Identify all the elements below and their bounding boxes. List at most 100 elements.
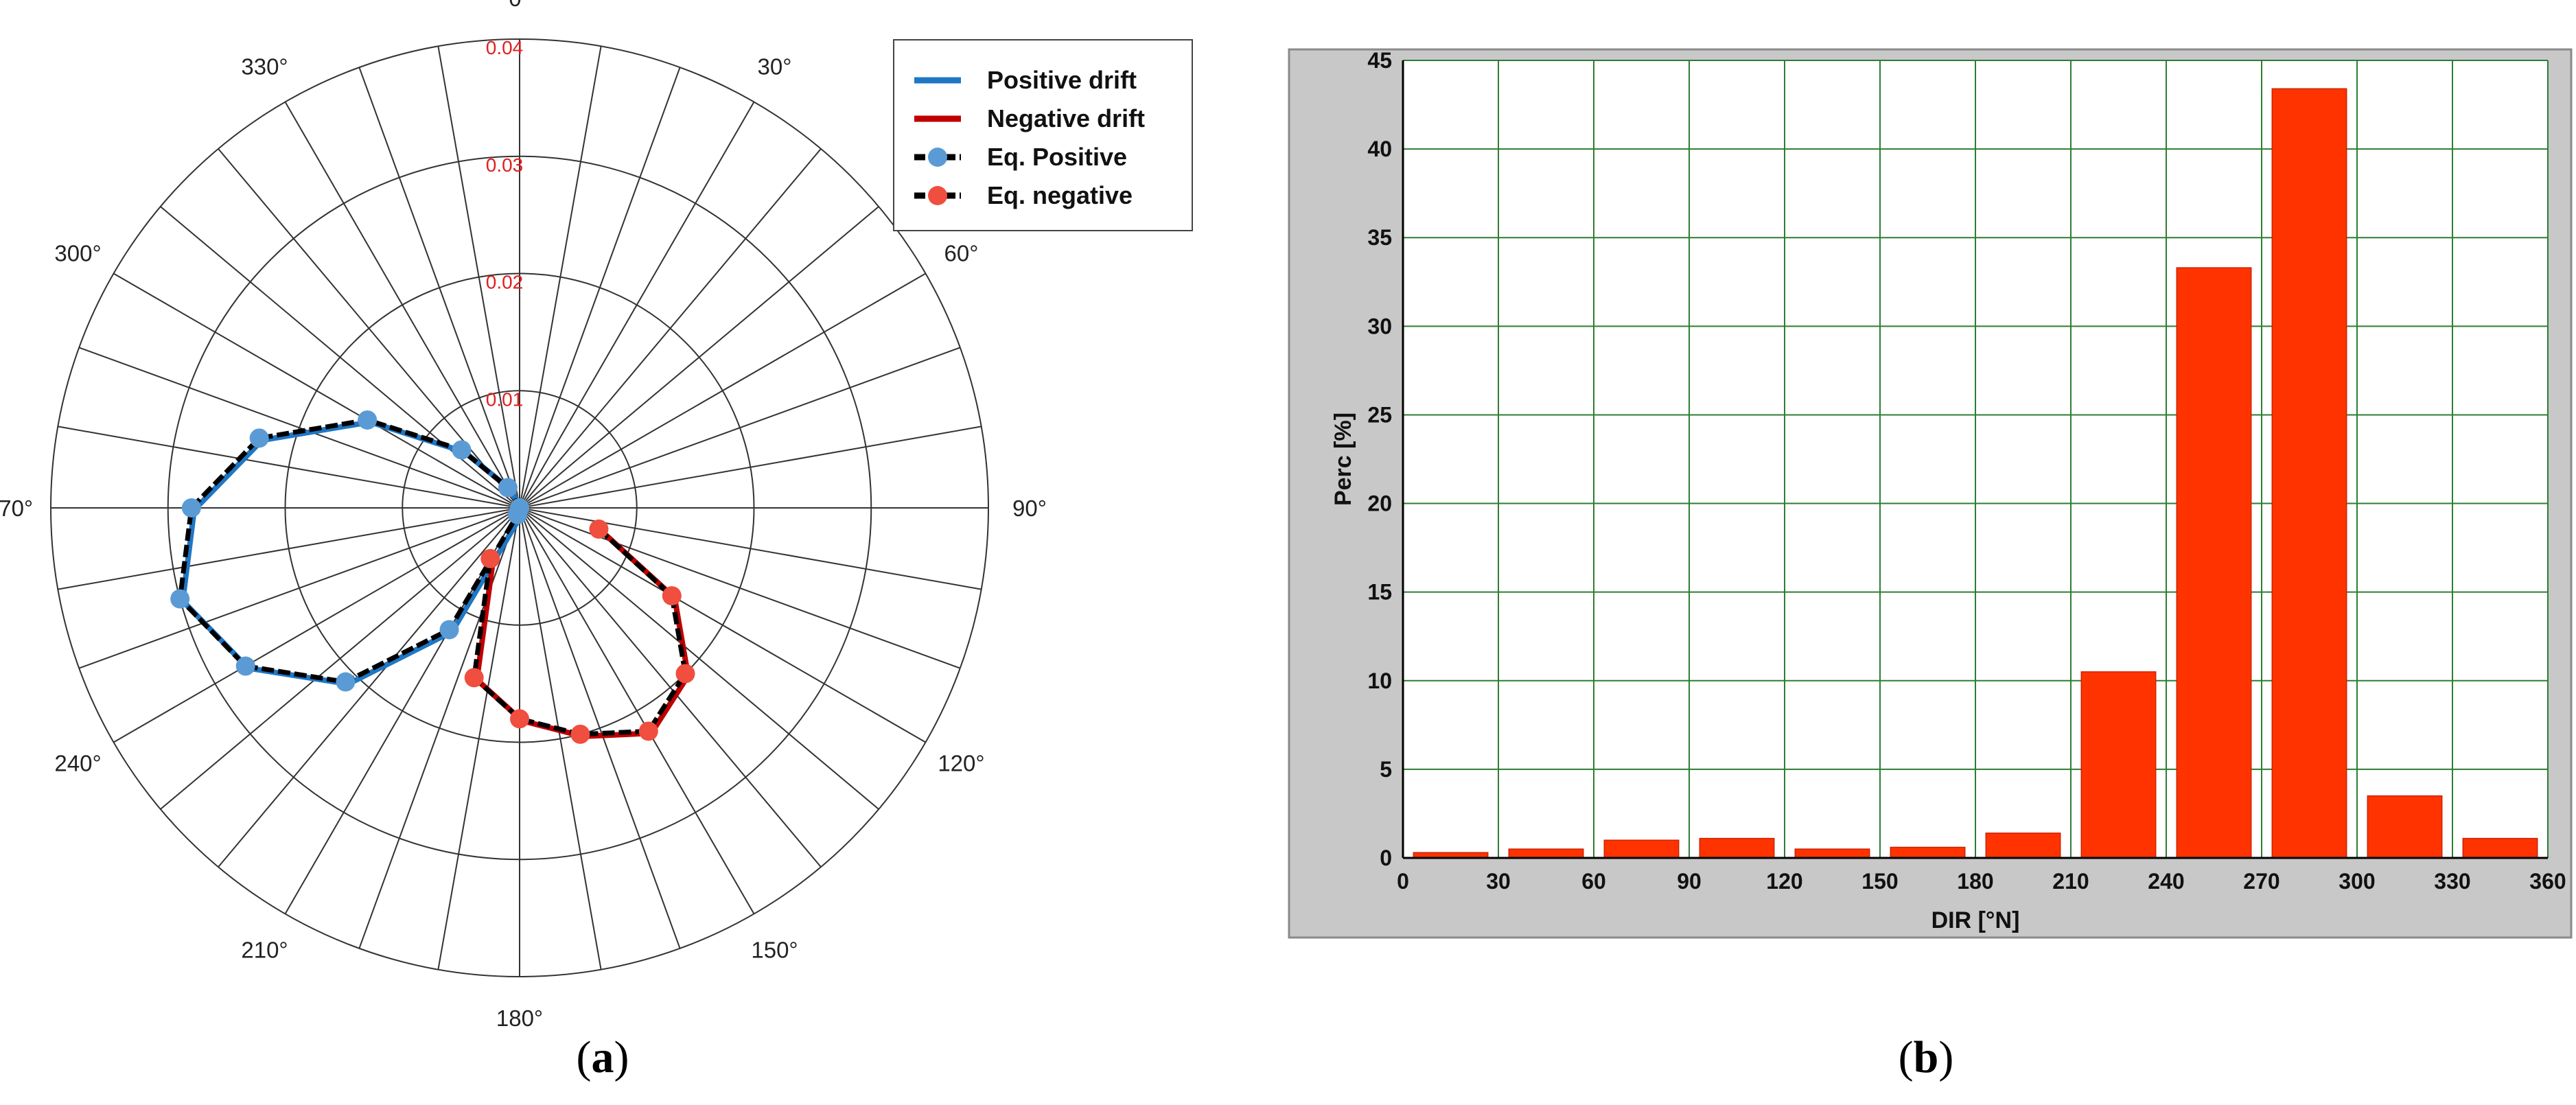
polar-radial-tick: 0.04	[486, 37, 524, 58]
bar	[1699, 837, 1775, 859]
polar-spoke	[58, 507, 520, 590]
bar-y-tick: 30	[1367, 314, 1392, 338]
polar-series-marker	[235, 656, 255, 676]
polar-spoke	[78, 347, 520, 509]
polar-spoke	[519, 102, 755, 509]
bar	[2080, 671, 2157, 859]
bar-x-tick: 60	[1581, 869, 1606, 894]
caption-b-letter: b	[1914, 1032, 1939, 1082]
polar-spoke	[218, 507, 520, 868]
bar	[2367, 795, 2443, 859]
polar-angle-label: 120°	[938, 751, 984, 776]
polar-series-marker	[510, 709, 529, 729]
bar	[1890, 846, 1966, 859]
polar-spoke	[519, 507, 822, 868]
polar-spoke	[519, 46, 602, 509]
polar-spoke	[519, 426, 982, 509]
bar-x-tick: 270	[2243, 869, 2279, 894]
polar-spoke	[358, 507, 520, 949]
legend-swatch-marker	[928, 186, 947, 205]
polar-angle-label: 210°	[241, 937, 288, 962]
polar-chart: 0.01 0.02 0.03 0.04 0° 30° 60° 90° 120° 150° 180° 2…	[0, 0, 1047, 1031]
polar-spoke	[58, 426, 520, 509]
polar-spoke	[519, 507, 681, 949]
bar-y-tick: 40	[1367, 137, 1392, 161]
bar-y-axis-title: Perc [%]	[1330, 412, 1356, 506]
bar	[1985, 833, 2061, 859]
polar-series-marker	[662, 586, 682, 606]
bar	[1603, 839, 1680, 859]
bar-x-tick: 240	[2148, 869, 2184, 894]
bar-y-tick: 20	[1367, 491, 1392, 516]
legend-label: Eq. negative	[987, 181, 1133, 209]
polar-spoke	[113, 507, 520, 743]
polar-spoke	[218, 148, 520, 509]
polar-spoke	[519, 347, 961, 509]
caption-a-letter: a	[592, 1032, 614, 1082]
bar-y-tick: 15	[1367, 580, 1392, 605]
bar-x-axis-title: DIR [°N]	[1931, 907, 2020, 933]
bar-x-tick: 300	[2339, 869, 2375, 894]
bar-x-tick: 30	[1486, 869, 1511, 894]
polar-spoke	[358, 67, 520, 509]
polar-series-marker	[181, 498, 201, 517]
polar-angle-label: 330°	[241, 54, 288, 80]
polar-series-marker	[170, 589, 190, 609]
bar-y-tick: 10	[1367, 668, 1392, 693]
polar-series-marker	[336, 672, 356, 692]
bar	[2176, 267, 2252, 859]
polar-angle-label: 180°	[496, 1005, 543, 1031]
polar-spoke	[519, 67, 681, 509]
polar-spoke	[519, 507, 602, 970]
legend-swatch-marker	[928, 148, 947, 167]
polar-spoke	[160, 507, 520, 810]
polar-angle-label: 240°	[54, 751, 101, 776]
polar-spoke	[284, 102, 520, 509]
polar-radial-tick: 0.03	[486, 154, 524, 176]
bar	[1508, 848, 1584, 859]
polar-angle-label: 60°	[944, 241, 979, 266]
polar-spoke	[519, 507, 926, 743]
polar-spoke	[519, 507, 961, 669]
polar-series-eq-line	[472, 527, 688, 737]
polar-series-marker	[464, 668, 484, 688]
bar	[1794, 848, 1870, 859]
polar-series-marker	[498, 478, 518, 498]
bar-x-tick: 150	[1861, 869, 1898, 894]
polar-spoke	[437, 46, 520, 509]
bar-x-tick: 360	[2529, 869, 2566, 894]
bar-y-tick: 35	[1367, 225, 1392, 250]
polar-angle-label: 270°	[0, 496, 33, 521]
polar-series-eq-line	[177, 417, 522, 685]
bar-x-tick: 330	[2434, 869, 2470, 894]
polar-series-marker	[510, 498, 529, 517]
polar-series-marker	[249, 428, 269, 448]
polar-spoke	[519, 507, 879, 810]
legend-label: Eq. Positive	[987, 143, 1127, 171]
polar-series-marker	[589, 519, 609, 539]
polar-series-line	[474, 528, 691, 739]
bar-x-tick: 120	[1766, 869, 1802, 894]
polar-spoke	[519, 206, 879, 509]
polar-series-marker	[570, 724, 590, 744]
polar-series-line	[180, 419, 525, 687]
legend-label: Positive drift	[987, 66, 1137, 94]
bar	[2462, 837, 2538, 859]
polar-spoke	[519, 148, 822, 509]
bar-chart: 0 30 60 90 120 150 180 210 240 270 300 330 360 0 5 10 15…	[1288, 48, 2573, 939]
polar-radial-tick: 0.02	[486, 272, 524, 293]
legend-label: Negative drift	[987, 104, 1145, 132]
polar-spoke	[437, 507, 520, 970]
polar-spoke	[113, 272, 520, 509]
polar-angle-label: 30°	[758, 54, 792, 80]
polar-series-marker	[638, 721, 658, 741]
polar-series-marker	[675, 664, 695, 684]
polar-angle-label: 0°	[509, 0, 531, 11]
polar-spoke	[519, 272, 926, 509]
bar-x-tick: 90	[1677, 869, 1702, 894]
polar-angle-label: 300°	[54, 241, 101, 266]
polar-series-marker	[439, 620, 459, 640]
bar	[2271, 88, 2347, 859]
bar-x-tick: 0	[1397, 869, 1409, 894]
